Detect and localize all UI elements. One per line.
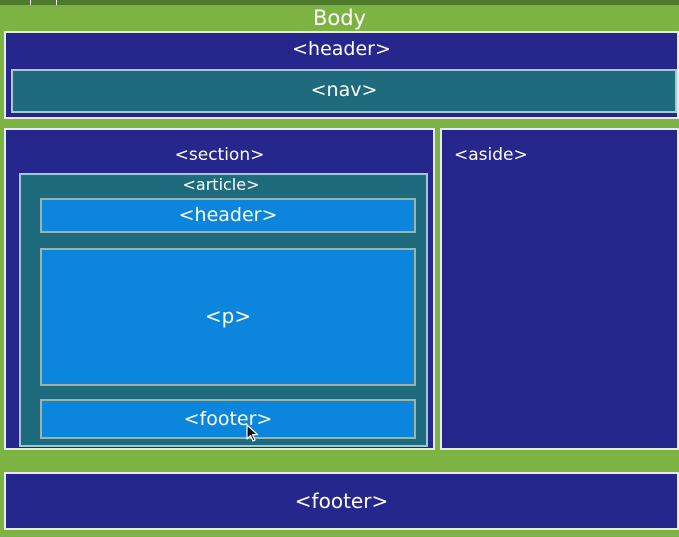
nav-block: <nav>	[11, 69, 677, 113]
window-top-strip	[0, 0, 679, 5]
article-header-label: <header>	[178, 204, 278, 226]
article-paragraph-block: <p>	[40, 248, 416, 386]
section-label: <section>	[174, 145, 265, 165]
header-label: <header>	[292, 38, 391, 60]
mouse-pointer-icon	[246, 424, 259, 442]
article-footer-block: <footer>	[40, 399, 416, 439]
article-paragraph-label: <p>	[204, 304, 252, 328]
aside-block: <aside>	[440, 128, 679, 450]
aside-label: <aside>	[454, 145, 528, 165]
footer-label: <footer>	[294, 489, 389, 513]
nav-label: <nav>	[310, 79, 378, 101]
article-block: <article> <header> <p> <footer>	[19, 173, 428, 447]
article-label: <article>	[182, 175, 260, 194]
body-label: Body	[312, 6, 366, 30]
section-block: <section> <article> <header> <p> <footer…	[4, 128, 435, 450]
footer-block: <footer>	[4, 472, 679, 530]
article-header-block: <header>	[40, 198, 416, 233]
article-footer-label: <footer>	[183, 408, 273, 430]
header-block: <header> <nav>	[4, 31, 679, 119]
